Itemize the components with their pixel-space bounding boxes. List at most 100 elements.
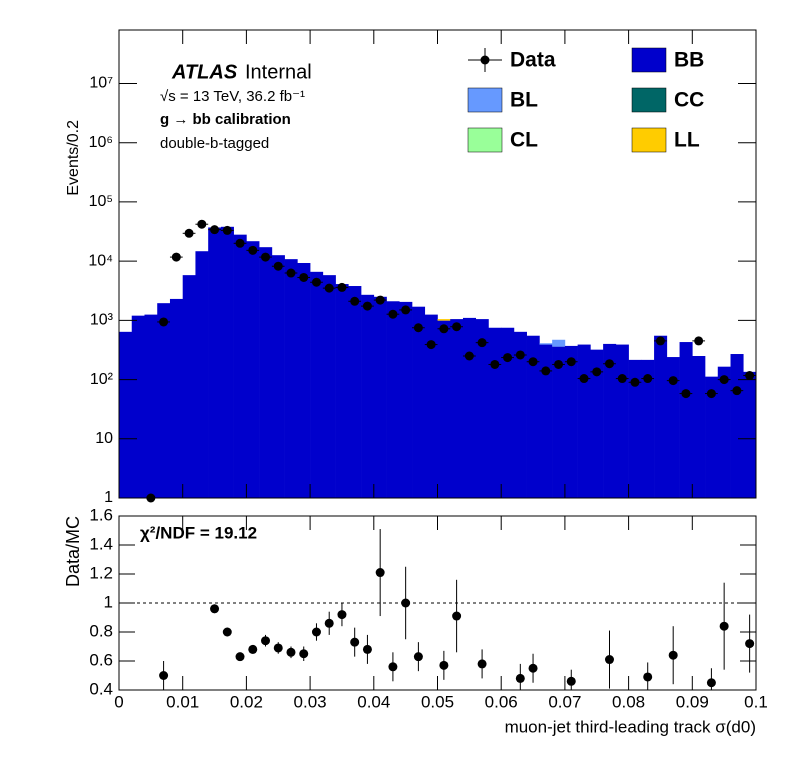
data-point xyxy=(426,340,436,350)
x-tick-label: 0.02 xyxy=(230,692,263,711)
data-point xyxy=(706,389,716,399)
tagging-label: double-b-tagged xyxy=(160,135,269,152)
ratio-point xyxy=(324,618,334,628)
data-point xyxy=(617,374,627,384)
y-tick-label: 1 xyxy=(104,592,113,611)
stack-segment xyxy=(603,343,617,498)
stack-segment xyxy=(373,296,387,498)
stack-segment xyxy=(539,343,553,345)
ratio-point xyxy=(350,637,360,647)
data-point xyxy=(668,376,678,386)
stack-segment xyxy=(361,294,375,498)
data-point xyxy=(554,359,564,369)
stack-segment xyxy=(654,335,668,498)
y-tick-label: 1.6 xyxy=(89,505,113,524)
stack-segment xyxy=(437,319,451,321)
ratio-point xyxy=(210,604,220,614)
data-point xyxy=(719,375,729,385)
legend-label: Data xyxy=(510,49,556,72)
ratio-point xyxy=(362,644,372,654)
stack-segment xyxy=(692,356,706,498)
stack-segment xyxy=(641,359,655,498)
ratio-point xyxy=(248,644,258,654)
y-tick-label: 0.6 xyxy=(89,650,113,669)
data-point xyxy=(184,228,194,238)
ratio-point xyxy=(745,639,755,649)
data-point xyxy=(299,272,309,282)
stack-segment xyxy=(335,284,349,498)
y-tick-label: 0.4 xyxy=(89,679,113,698)
stack-segment xyxy=(424,314,438,498)
data-point xyxy=(375,295,385,305)
x-tick-label: 0.09 xyxy=(676,692,709,711)
legend-swatch xyxy=(631,87,667,113)
energy-label: √s = 13 TeV, 36.2 fb⁻¹ xyxy=(160,88,305,105)
y-tick-label: 0.8 xyxy=(89,621,113,640)
ratio-point xyxy=(439,660,449,670)
stack-segment xyxy=(590,349,604,498)
y-tick-label: 1.2 xyxy=(89,563,113,582)
stack-segment xyxy=(488,327,502,498)
stack-segment xyxy=(386,301,400,498)
data-point xyxy=(388,309,398,319)
data-point xyxy=(261,252,271,262)
legend-marker xyxy=(480,55,490,65)
legend-label: CL xyxy=(510,129,538,152)
ratio-point xyxy=(235,652,245,662)
data-point xyxy=(210,225,220,235)
stack-segment xyxy=(501,327,515,498)
legend-label: BL xyxy=(510,89,538,112)
data-point xyxy=(681,389,691,399)
ratio-point xyxy=(706,678,716,688)
stack-segment xyxy=(310,271,324,498)
stack-segment xyxy=(284,259,298,498)
legend-label: LL xyxy=(674,129,700,152)
data-point xyxy=(222,225,232,235)
y-tick-label: 1 xyxy=(104,489,113,506)
stack-segment xyxy=(399,301,413,498)
stack-segment xyxy=(131,315,145,498)
x-tick-label: 0.01 xyxy=(166,692,199,711)
stack-segment xyxy=(513,331,527,498)
data-point xyxy=(248,245,258,255)
stack-segment xyxy=(552,346,566,498)
stack-segment xyxy=(628,359,642,498)
legend-swatch xyxy=(631,127,667,153)
data-point xyxy=(732,386,742,396)
stack-segment xyxy=(412,306,426,498)
data-point xyxy=(464,351,474,361)
data-point xyxy=(286,268,296,278)
data-point xyxy=(515,350,525,360)
data-point xyxy=(235,238,245,248)
y-tick-label: 10² xyxy=(90,371,114,388)
data-point xyxy=(566,357,576,367)
stack-segment xyxy=(195,251,209,498)
data-point xyxy=(311,277,321,287)
data-point xyxy=(324,283,334,293)
y-tick-label: 10³ xyxy=(90,312,114,329)
y-axis-title: Data/MC xyxy=(63,516,83,587)
x-tick-label: 0.05 xyxy=(421,692,454,711)
stack-segment xyxy=(717,366,731,498)
data-point xyxy=(745,371,755,381)
stack-segment xyxy=(615,344,629,498)
stack-segment xyxy=(526,335,540,498)
stack-segment xyxy=(182,275,196,498)
data-point xyxy=(604,359,614,369)
ratio-point xyxy=(273,643,283,653)
data-point xyxy=(477,338,487,348)
stack-segment xyxy=(169,298,183,498)
stack-segment xyxy=(348,286,362,498)
ratio-point xyxy=(413,652,423,662)
data-point xyxy=(541,366,551,376)
stack-segment xyxy=(705,376,719,498)
y-tick-label: 10⁴ xyxy=(88,252,113,269)
stack-segment xyxy=(462,317,477,498)
stack-segment xyxy=(271,255,285,498)
stack-segment xyxy=(119,331,133,498)
x-tick-label: 0.03 xyxy=(294,692,327,711)
stack-segment xyxy=(577,344,591,498)
ratio-point xyxy=(337,610,347,620)
stack-segment xyxy=(564,345,578,498)
